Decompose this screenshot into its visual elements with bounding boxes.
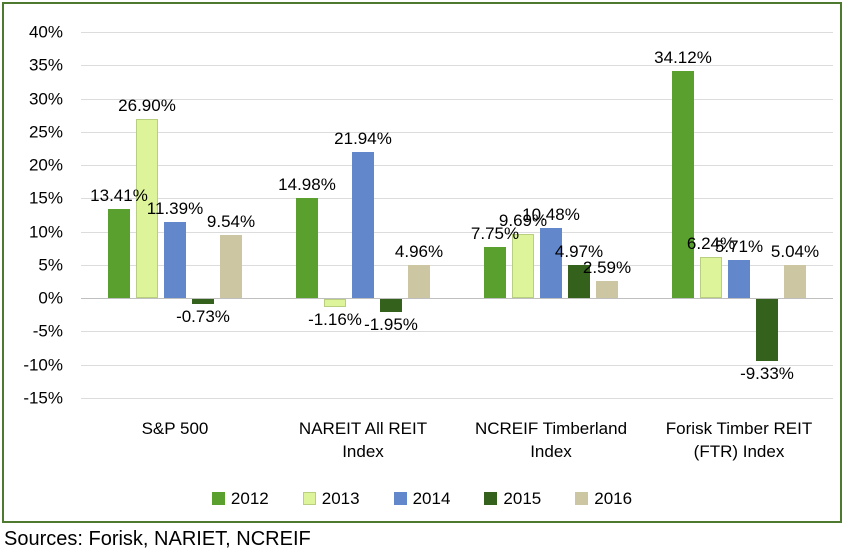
gridline [81, 198, 833, 200]
y-axis-tick: -10% [23, 355, 63, 375]
data-label: 5.71% [714, 237, 764, 257]
gridline [81, 364, 833, 366]
y-axis-tick: 30% [28, 89, 63, 109]
data-label: 5.04% [770, 241, 820, 261]
data-label: 26.90% [118, 96, 176, 116]
category-axis: S&P 500 NAREIT All REIT Index NCREIF Tim… [81, 418, 833, 464]
chart-legend: 2012 2013 2014 2015 2016 [4, 490, 840, 507]
category-label-ncreif: NCREIF Timberland Index [474, 419, 628, 461]
category-label-sp500: S&P 500 [141, 419, 209, 438]
bar-2013-0 [136, 119, 158, 299]
data-label: 9.69% [498, 210, 548, 230]
y-axis-tick: -15% [23, 388, 63, 408]
plot-area: 40% 35% 30% 25% 20% 15% 10% 5% 0% -5% -10% -15% 13.4… [23, 24, 833, 407]
legend-swatch-icon [211, 492, 225, 505]
legend-label: 2014 [412, 489, 451, 508]
y-axis-tick: 25% [28, 122, 63, 142]
y-axis-tick: 0% [38, 288, 63, 308]
legend-label: 2012 [230, 489, 269, 508]
legend-swatch-icon [484, 492, 498, 505]
legend-item-2016: 2016 [575, 490, 632, 507]
data-label: 4.97% [554, 242, 604, 262]
y-axis-tick: 5% [38, 255, 63, 275]
data-label: -0.73% [176, 307, 230, 327]
y-axis-tick: 10% [28, 222, 63, 242]
data-label: 34.12% [654, 48, 712, 68]
y-axis-tick: 20% [28, 155, 63, 175]
gridline [81, 398, 833, 399]
data-label: 11.39% [146, 199, 204, 219]
zero-gridline [81, 298, 833, 300]
legend-swatch-icon [575, 492, 589, 505]
data-label: 14.98% [278, 175, 336, 195]
bar-2012-0 [108, 208, 130, 299]
category-label-nareit: NAREIT All REIT Index [298, 419, 428, 461]
category-cell: Forisk Timber REIT (FTR) Index [645, 418, 833, 464]
data-label: 13.41% [90, 185, 148, 205]
bar-2014-1 [352, 152, 374, 299]
bar-2016-3 [784, 264, 806, 299]
gridline [81, 264, 833, 266]
bar-2013-3 [700, 256, 722, 299]
gridline [81, 331, 833, 333]
legend-label: 2016 [594, 489, 633, 508]
legend-item-2012: 2012 [211, 489, 269, 508]
legend-swatch-icon [393, 492, 407, 505]
gridline [81, 165, 833, 167]
y-axis-tick: -5% [32, 321, 63, 341]
bar-2014-2 [540, 228, 562, 299]
data-label: -9.33% [740, 364, 794, 384]
chart-box: 40% 35% 30% 25% 20% 15% 10% 5% 0% -5% -10% -15% 13.4… [2, 2, 842, 523]
data-label: 2.59% [582, 257, 632, 277]
bar-2016-0 [220, 234, 242, 299]
category-label-forisk: Forisk Timber REIT (FTR) Index [665, 419, 813, 461]
data-label: 7.75% [470, 223, 520, 243]
data-label: -1.16% [308, 309, 362, 329]
bar-2015-3 [756, 299, 778, 362]
data-label: 6.24% [686, 233, 736, 253]
data-label: -1.95% [364, 315, 418, 335]
sources-text: Sources: Forisk, NARIET, NCREIF [4, 528, 311, 550]
bar-2013-1 [324, 299, 346, 307]
bar-2015-0 [192, 299, 214, 305]
data-label: 4.96% [394, 242, 444, 262]
gridline [81, 65, 833, 67]
legend-item-2014: 2014 [393, 489, 451, 508]
legend-label: 2015 [503, 489, 542, 508]
data-label: 21.94% [334, 129, 392, 149]
bar-2012-1 [296, 198, 318, 299]
data-label: 9.54% [206, 211, 256, 231]
bar-2012-3 [672, 71, 694, 299]
data-label: 10.48% [522, 205, 580, 225]
y-axis-tick: 15% [28, 188, 63, 208]
bar-2012-2 [484, 246, 506, 299]
bar-2015-1 [380, 299, 402, 313]
legend-swatch-icon [302, 492, 316, 505]
gridline [81, 32, 833, 33]
legend-label: 2013 [321, 489, 360, 508]
category-cell: S&P 500 [81, 418, 269, 464]
gridline [81, 231, 833, 233]
gridline [81, 98, 833, 100]
y-axis-tick: 35% [28, 55, 63, 75]
bar-2013-2 [512, 233, 534, 299]
bar-2015-2 [568, 265, 590, 299]
legend-item-2015: 2015 [484, 490, 541, 507]
gridline [81, 131, 833, 133]
bar-2014-3 [728, 260, 750, 299]
category-cell: NAREIT All REIT Index [269, 418, 457, 464]
category-cell: NCREIF Timberland Index [457, 418, 645, 464]
bar-2016-1 [408, 265, 430, 299]
y-axis-tick: 40% [28, 22, 63, 42]
legend-item-2013: 2013 [302, 489, 360, 508]
bar-2016-2 [596, 280, 618, 299]
bar-2014-0 [164, 222, 186, 299]
